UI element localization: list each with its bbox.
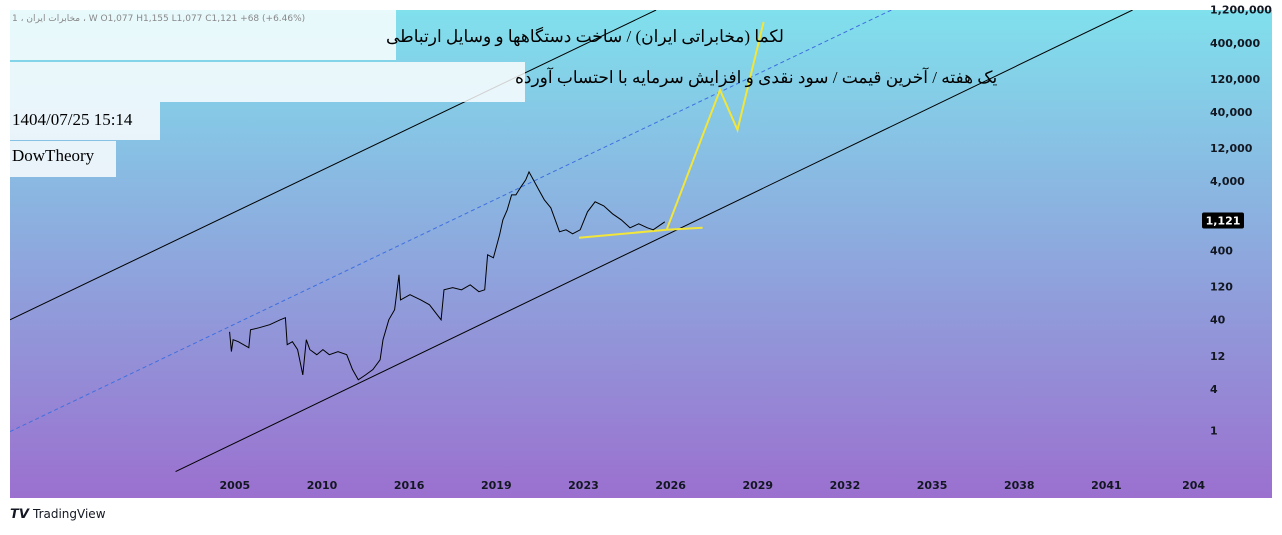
last-price-label: 1,121 [1206, 214, 1241, 227]
annotation-boxes: 1 ، مخابرات ایران ، W O1,077 H1,155 L1,0… [10, 10, 998, 177]
price-line [229, 170, 666, 381]
y-tick-label: 1,200,000 [1210, 4, 1272, 17]
brand-text: TradingView [32, 507, 106, 521]
subtitle-box [10, 62, 525, 102]
x-tick-label: 2041 [1091, 479, 1122, 492]
author: DowTheory [12, 146, 95, 165]
ohlc-legend: 1 ، مخابرات ایران ، W O1,077 H1,155 L1,0… [12, 14, 305, 24]
drawing-line [579, 21, 765, 239]
y-tick-label: 4 [1210, 383, 1218, 396]
x-tick-label: 2010 [307, 479, 338, 492]
x-tick-label: 2016 [394, 479, 425, 492]
y-tick-label: 40,000 [1210, 106, 1253, 119]
last-price-marker [1202, 212, 1244, 229]
x-tick-label: 2029 [742, 479, 773, 492]
y-tick-label: 4,000 [1210, 175, 1245, 188]
x-tick-label: 2032 [830, 479, 861, 492]
y-tick-label: 12,000 [1210, 142, 1253, 155]
title-box [10, 10, 396, 60]
timestamp: 1404/07/25 15:14 [12, 110, 133, 129]
y-tick-label: 400 [1210, 244, 1233, 257]
drawing-line [175, 10, 1133, 473]
subtitle: یک هفته / آخرین قیمت / سود نقدی و افزایش… [515, 66, 998, 88]
author-box [10, 141, 116, 177]
title: لکما (مخابراتی ایران) / ساخت دستگاهها و … [386, 26, 784, 47]
brand-logo: 𝙏𝙑 TradingView [10, 507, 106, 522]
x-tick-label: 2023 [568, 479, 599, 492]
x-tick-label: 2019 [481, 479, 512, 492]
timestamp-box [10, 102, 160, 140]
y-tick-label: 400,000 [1210, 37, 1260, 50]
y-tick-label: 120 [1210, 281, 1233, 294]
brand-icon: 𝙏𝙑 [10, 507, 30, 522]
x-tick-label: 2005 [220, 479, 251, 492]
y-tick-label: 120,000 [1210, 73, 1260, 86]
y-tick-label: 40 [1210, 314, 1226, 327]
y-tick-label: 1 [1210, 425, 1218, 438]
x-tick-label: 2038 [1004, 479, 1035, 492]
x-tick-label: 2026 [655, 479, 686, 492]
x-tick-label: 204 [1182, 479, 1205, 492]
y-tick-label: 12 [1210, 350, 1225, 363]
x-tick-label: 2035 [917, 479, 948, 492]
drawing-line [10, 10, 657, 321]
drawing-line [10, 10, 892, 433]
plot [10, 10, 1133, 473]
